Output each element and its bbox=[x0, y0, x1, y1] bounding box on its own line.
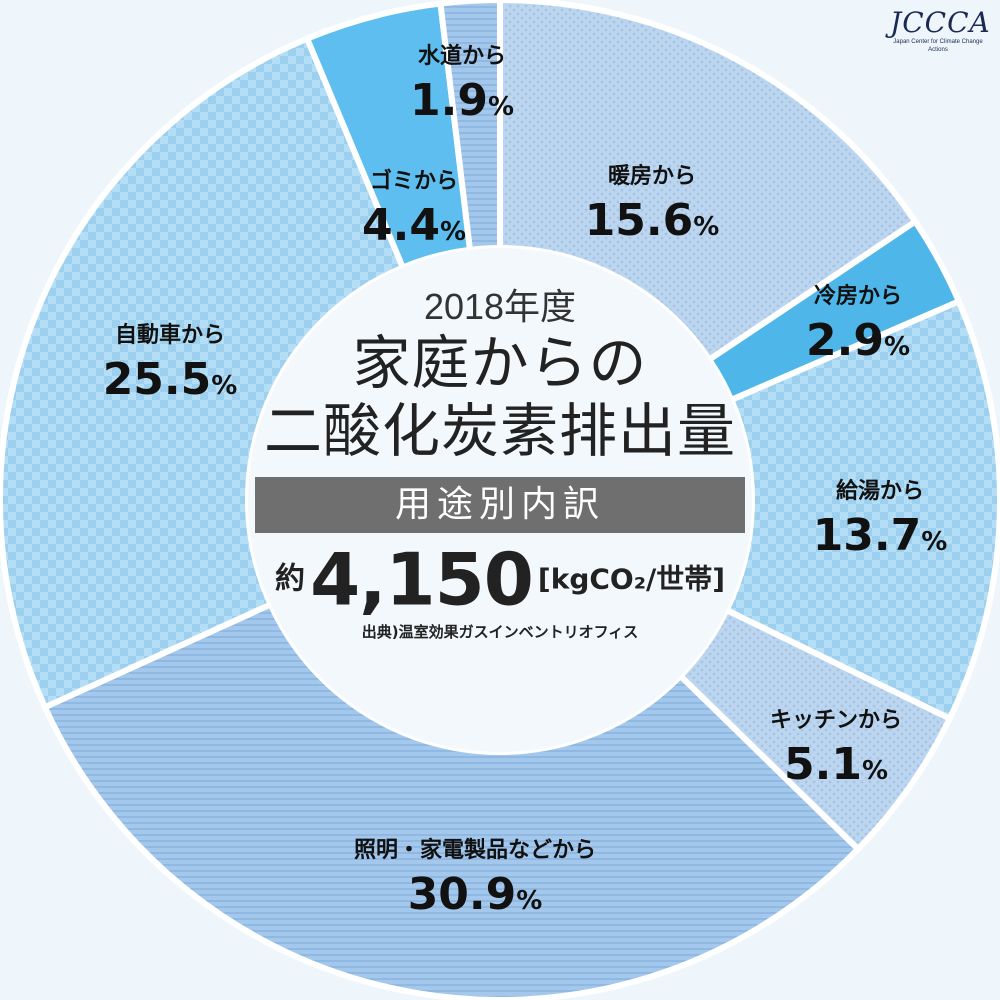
slice-label-6: ゴミから bbox=[370, 168, 458, 194]
percent-sign-1: % bbox=[884, 332, 910, 362]
title-line-1: 家庭からの bbox=[352, 329, 648, 397]
total-unit: [kgCO₂/世帯] bbox=[537, 562, 726, 596]
slice-value-5: 25.5% bbox=[103, 354, 238, 405]
percent-sign-4: % bbox=[516, 886, 542, 916]
slice-label-0: 暖房から bbox=[608, 163, 696, 189]
slice-label-1: 冷房から bbox=[814, 283, 902, 309]
slice-value-4: 30.9% bbox=[408, 869, 543, 920]
year-label: 2018年度 bbox=[423, 286, 577, 327]
slice-label-3: キッチンから bbox=[770, 708, 902, 733]
slice-label-4: 照明・家電製品などから bbox=[354, 837, 596, 863]
slice-4 bbox=[40, 600, 863, 1000]
percent-sign-7: % bbox=[488, 92, 514, 122]
slice-label-7: 水道から bbox=[418, 43, 506, 69]
logo-mark: JCCCA bbox=[890, 6, 991, 39]
total-prefix: 約 bbox=[274, 561, 305, 597]
chart-center-text: 2018年度 家庭からの 二酸化炭素排出量 用途別内訳 約 4,150 [kgC… bbox=[250, 285, 750, 642]
slice-label-5: 自動車から bbox=[115, 322, 225, 348]
slice-label-2: 給湯から bbox=[836, 478, 924, 504]
labels-group: 暖房から15.6%冷房から2.9%給湯から13.7%キッチンから5.1%照明・家… bbox=[103, 43, 948, 920]
jccca-logo: JCCCA Japan Center for Climate Change Ac… bbox=[890, 6, 991, 54]
breakdown-banner: 用途別内訳 bbox=[255, 477, 745, 533]
percent-sign-5: % bbox=[211, 371, 237, 401]
percent-sign-3: % bbox=[862, 756, 888, 786]
percent-sign-2: % bbox=[921, 527, 947, 557]
slice-value-7: 1.9% bbox=[410, 75, 514, 126]
logo-subtitle: Japan Center for Climate Change Actions bbox=[893, 39, 983, 53]
percent-sign-0: % bbox=[693, 212, 719, 242]
title-line-2: 二酸化炭素排出量 bbox=[263, 397, 736, 465]
total-row: 約 4,150 [kgCO₂/世帯] bbox=[250, 537, 750, 622]
percent-sign-6: % bbox=[440, 217, 466, 247]
source-note: 出典)温室効果ガスインベントリオフィス bbox=[361, 623, 639, 641]
total-value: 4,150 bbox=[310, 537, 534, 622]
